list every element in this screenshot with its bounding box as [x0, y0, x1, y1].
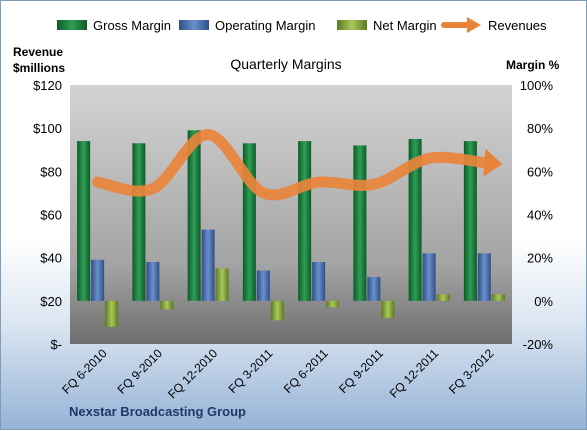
legend: Gross Margin Operating Margin Net Margin…	[57, 17, 547, 33]
right-tick-label: -20%	[523, 337, 554, 352]
gross-margin-bar	[77, 141, 91, 301]
legend-label-revenues: Revenues	[488, 18, 547, 33]
revenue-line-arrowhead	[483, 148, 503, 177]
right-axis-title: Margin %	[506, 58, 560, 72]
revenue-line-group	[92, 129, 503, 201]
gross-margin-bar	[408, 138, 422, 301]
right-tick-label: 0%	[534, 294, 553, 309]
x-tick-label: FQ 6-2011	[281, 346, 331, 396]
left-tick-label: $100	[33, 121, 62, 136]
legend-swatch-gross-margin	[57, 20, 87, 30]
left-tick-label: $60	[40, 208, 62, 223]
legend-label-net-margin: Net Margin	[373, 18, 437, 33]
left-tick-label: $120	[33, 78, 62, 93]
legend-swatch-net-margin	[337, 20, 367, 30]
left-axis-title-line2: $millions	[13, 61, 65, 75]
net-margin-bar	[381, 300, 395, 319]
operating-margin-bar	[201, 229, 215, 301]
operating-margin-bar	[422, 253, 436, 301]
left-tick-label: $-	[50, 337, 62, 352]
legend-arrowhead-revenues	[467, 17, 481, 33]
operating-margin-bar	[477, 253, 491, 301]
right-tick-label: 100%	[520, 78, 554, 93]
gross-margin-bar	[187, 130, 201, 301]
x-tick-label: FQ 3-2011	[226, 346, 276, 396]
net-margin-bar	[270, 300, 284, 321]
legend-label-gross-margin: Gross Margin	[93, 18, 171, 33]
left-axis-title-line1: Revenue	[13, 45, 63, 59]
gross-margin-bar	[298, 141, 312, 301]
x-axis-labels: FQ 6-2010 FQ 9-2010 FQ 12-2010 FQ 3-2011 FQ …	[59, 346, 496, 401]
x-tick-label: FQ 6-2010	[59, 346, 110, 397]
operating-margin-bar	[256, 270, 270, 301]
x-tick-label: FQ 3-2012	[446, 346, 497, 397]
net-margin-bar	[436, 294, 450, 301]
legend-swatch-operating-margin	[179, 20, 209, 30]
right-tick-label: 60%	[527, 164, 553, 179]
operating-margin-bar	[91, 259, 105, 301]
bars	[77, 130, 505, 327]
gross-margin-bar	[353, 145, 367, 301]
company-label: Nexstar Broadcasting Group	[69, 404, 246, 419]
net-margin-bar	[491, 294, 505, 301]
right-tick-label: 80%	[527, 121, 553, 136]
left-tick-label: $80	[40, 164, 62, 179]
x-tick-label: FQ 12-2011	[387, 346, 442, 401]
left-tick-label: $40	[40, 251, 62, 266]
x-tick-label: FQ 9-2011	[336, 346, 386, 396]
x-tick-label: FQ 12-2010	[165, 346, 220, 401]
operating-margin-bar	[367, 277, 381, 301]
net-margin-bar	[105, 300, 119, 327]
legend-label-operating-margin: Operating Margin	[215, 18, 315, 33]
right-tick-label: 20%	[527, 251, 553, 266]
x-tick-label: FQ 9-2010	[115, 346, 166, 397]
revenue-line	[92, 129, 490, 201]
operating-margin-bar	[312, 261, 326, 301]
chart-title: Quarterly Margins	[230, 56, 341, 72]
gross-margin-bar	[463, 141, 477, 301]
net-margin-bar	[326, 300, 340, 308]
gross-margin-bar	[132, 143, 146, 301]
net-margin-bar	[160, 300, 174, 310]
net-margin-bar	[215, 268, 229, 301]
left-axis-ticks: $- $20 $40 $60 $80 $100 $120	[33, 78, 62, 352]
right-axis-ticks: -20% 0% 20% 40% 60% 80% 100%	[520, 78, 554, 352]
right-tick-label: 40%	[527, 208, 553, 223]
operating-margin-bar	[146, 261, 160, 301]
left-tick-label: $20	[40, 294, 62, 309]
